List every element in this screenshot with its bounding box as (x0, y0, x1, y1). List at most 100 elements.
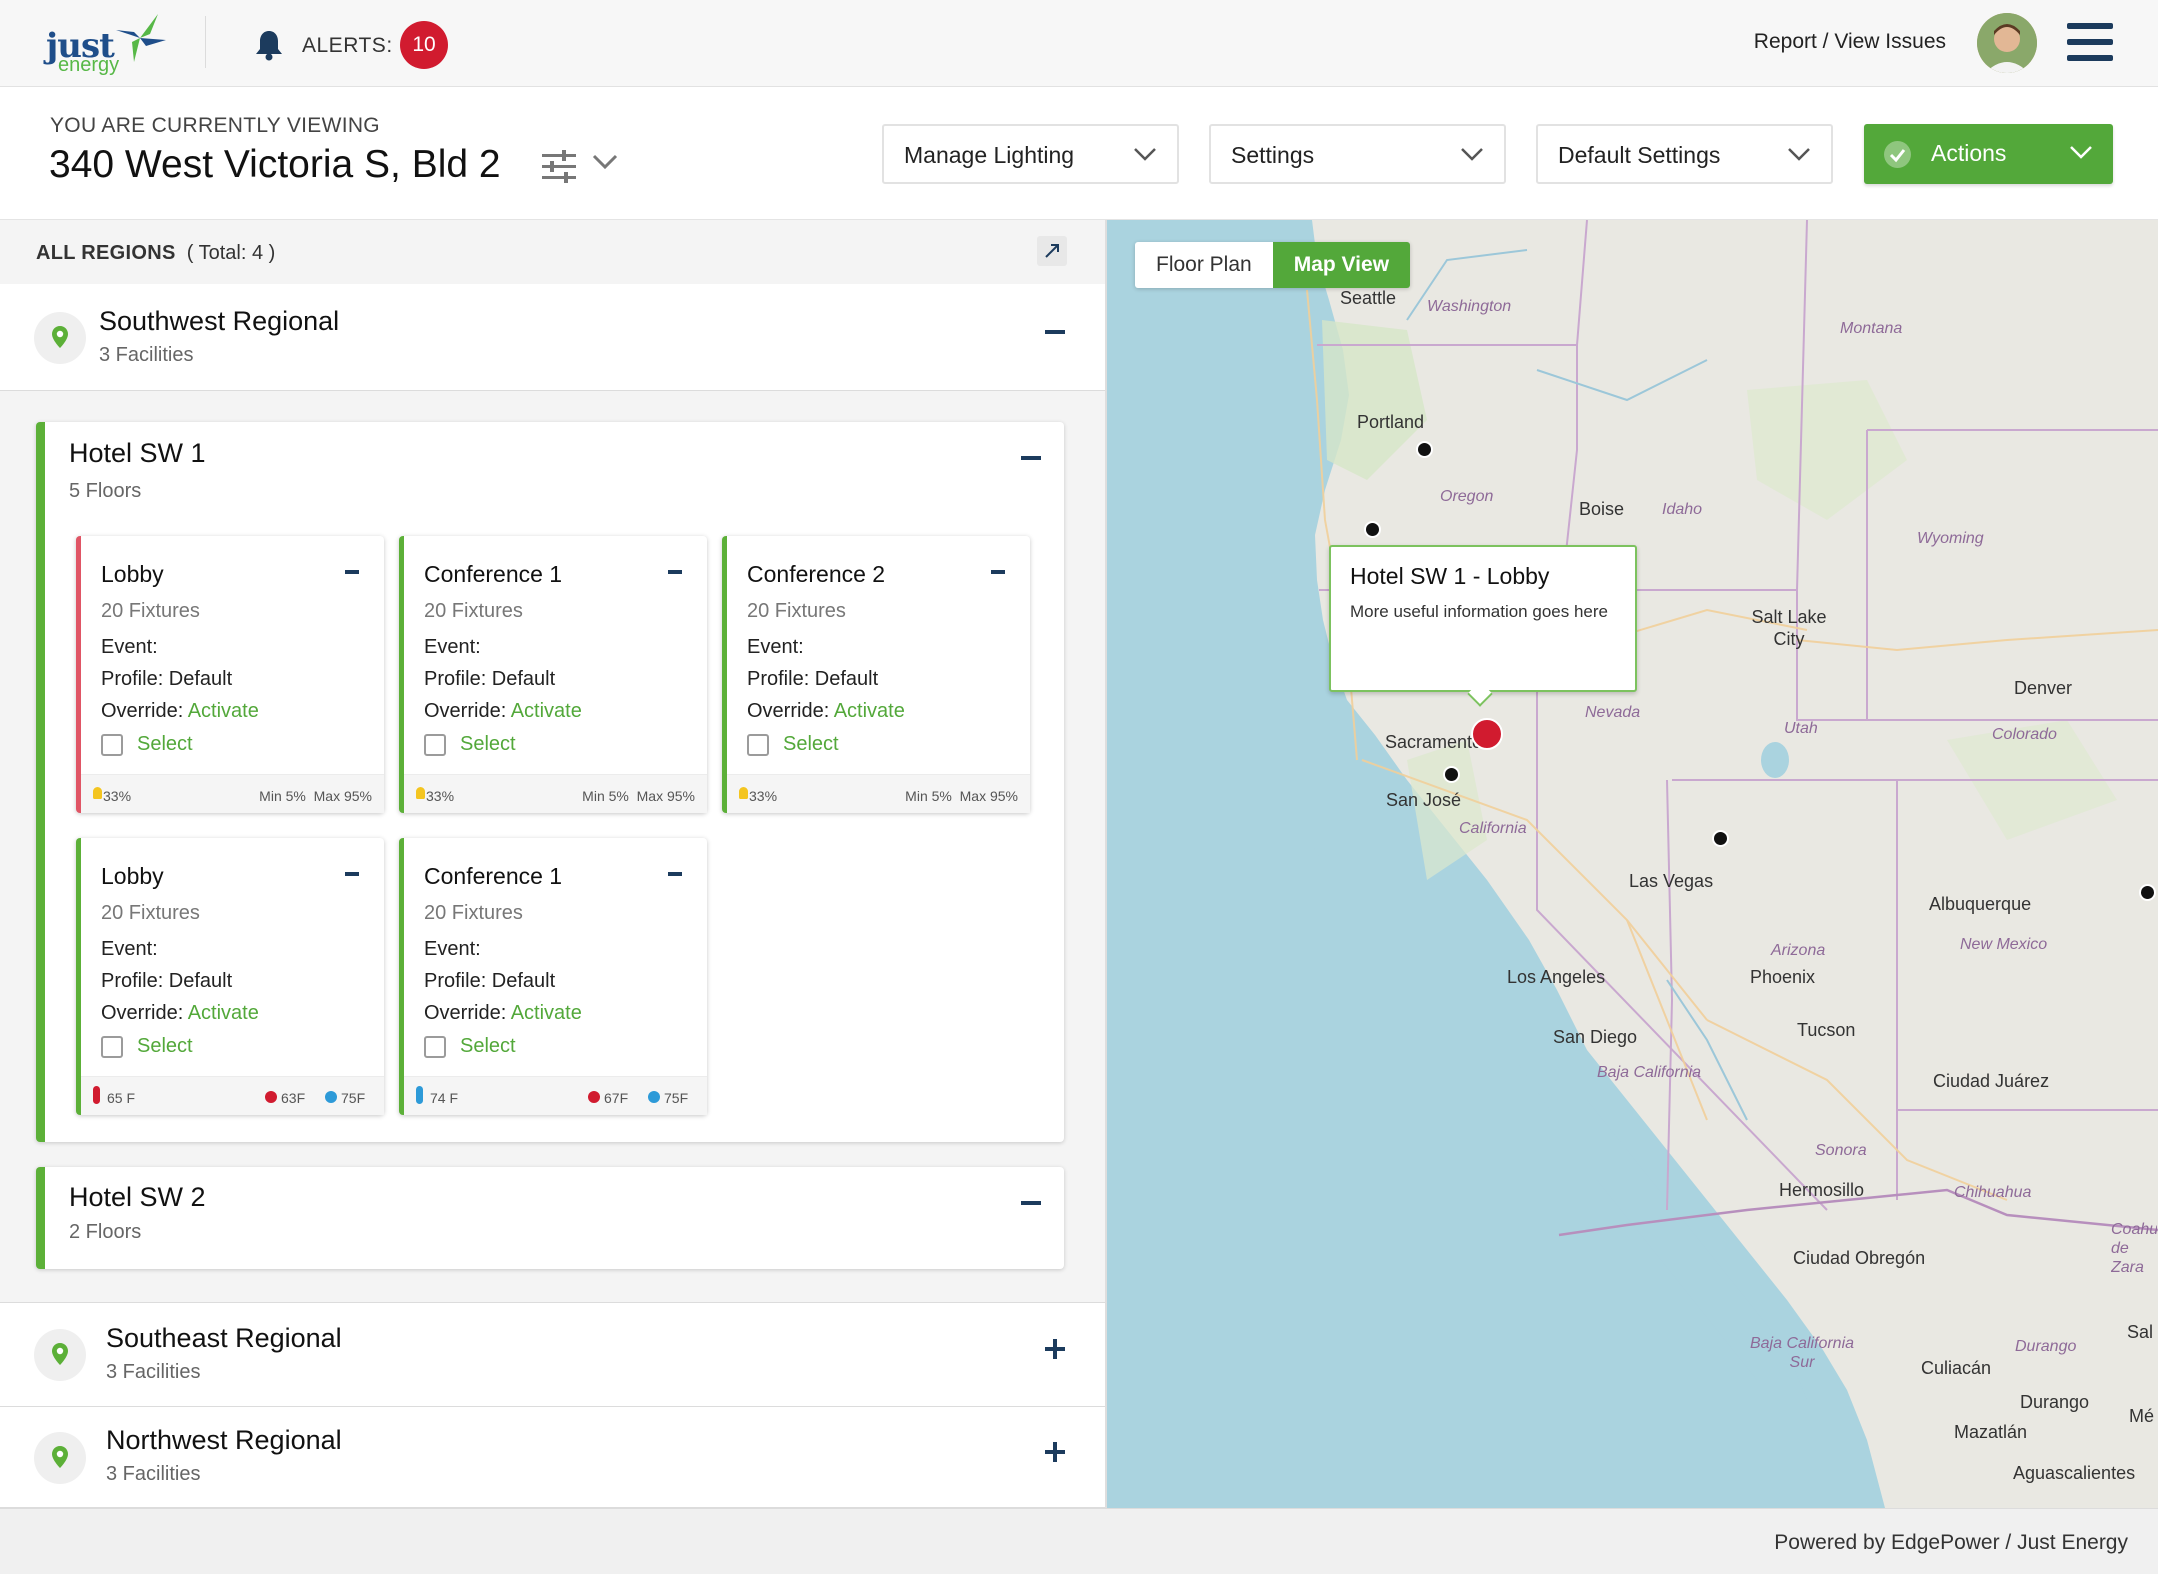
room-card[interactable]: Conference 1 20 Fixtures Event: Profile:… (399, 838, 707, 1115)
expand-plus-icon[interactable] (1045, 1339, 1065, 1359)
city-label: Salt Lake City (1751, 607, 1827, 649)
just-energy-logo[interactable]: just energy (46, 8, 166, 78)
all-regions-header: ALL REGIONS ( Total: 4 ) (36, 242, 275, 265)
room-temperature: 74 F (430, 1090, 459, 1106)
activate-link[interactable]: Activate (187, 700, 259, 722)
view-toggle[interactable]: Floor Plan Map View (1135, 242, 1411, 288)
activate-link[interactable]: Activate (510, 700, 582, 722)
hotel-name: Hotel SW 1 (69, 438, 206, 468)
light-min: Min 5% (259, 788, 306, 804)
activate-link[interactable]: Activate (510, 1002, 582, 1024)
select-label[interactable]: Select (460, 733, 516, 755)
facility-marker[interactable] (2139, 884, 2156, 901)
min-max: Min 5% Max 95% (582, 788, 695, 804)
selected-facility-marker[interactable] (1471, 718, 1503, 750)
region-southeast[interactable]: Southeast Regional 3 Facilities (0, 1302, 1105, 1407)
city-label: Hermosillo (1779, 1180, 1865, 1200)
select-label[interactable]: Select (783, 733, 839, 755)
default-settings-dropdown[interactable]: Default Settings (1536, 124, 1833, 184)
collapse-minus-icon[interactable] (668, 570, 682, 574)
collapse-minus-icon[interactable] (991, 570, 1005, 574)
tab-map-view[interactable]: Map View (1272, 242, 1411, 288)
report-issues-link[interactable]: Report / View Issues (1753, 30, 1946, 53)
settings-dropdown[interactable]: Settings (1209, 124, 1506, 184)
collapse-minus-icon[interactable] (1021, 1193, 1041, 1213)
select-checkbox[interactable] (424, 1036, 446, 1058)
light-max: Max 95% (313, 788, 372, 804)
room-card[interactable]: Conference 2 20 Fixtures Event: Profile:… (722, 536, 1030, 813)
hotel-sw1-card[interactable]: Hotel SW 1 5 Floors Lobby 20 Fixtures Ev… (36, 422, 1064, 1142)
actions-button[interactable]: Actions (1864, 124, 2113, 184)
map-view[interactable]: Floor Plan Map View Seattle Portland Boi… (1107, 220, 2158, 1508)
thermometer-icon (93, 1086, 100, 1104)
select-checkbox[interactable] (101, 734, 123, 756)
popup-title: Hotel SW 1 - Lobby (1350, 563, 1550, 589)
city-label: Aguascalientes (2013, 1463, 2136, 1483)
facility-marker[interactable] (1443, 766, 1460, 783)
sliders-icon[interactable] (540, 149, 578, 183)
select-label[interactable]: Select (137, 1035, 193, 1057)
collapse-minus-icon[interactable] (345, 872, 359, 876)
state-label: Baja California (1597, 1064, 1702, 1081)
facility-marker[interactable] (1364, 521, 1381, 538)
light-level: 33% (103, 788, 132, 804)
cool-setpoint-dot-icon (648, 1091, 660, 1103)
collapse-all-button[interactable] (1037, 236, 1067, 266)
collapse-minus-icon[interactable] (345, 570, 359, 574)
state-label: Idaho (1662, 501, 1703, 518)
room-card[interactable]: Lobby 20 Fixtures Event: Profile: Defaul… (76, 838, 384, 1115)
facility-marker[interactable] (1712, 830, 1729, 847)
viewing-label: YOU ARE CURRENTLY VIEWING (50, 114, 380, 137)
select-checkbox[interactable] (747, 734, 769, 756)
state-label: Oregon (1440, 488, 1494, 505)
city-label: Los Angeles (1507, 967, 1606, 987)
activate-link[interactable]: Activate (833, 700, 905, 722)
facility-marker[interactable] (1416, 441, 1433, 458)
hotel-sw2-card[interactable]: Hotel SW 2 2 Floors (36, 1167, 1064, 1269)
region-name: Northwest Regional (106, 1425, 342, 1455)
logo-word-just: just (46, 26, 115, 66)
building-chevron-down-icon[interactable] (592, 153, 618, 171)
select-label[interactable]: Select (137, 733, 193, 755)
room-card[interactable]: Lobby 20 Fixtures Event: Profile: Defaul… (76, 536, 384, 813)
city-label: Phoenix (1750, 967, 1816, 987)
city-label: San José (1386, 790, 1462, 810)
activate-link[interactable]: Activate (187, 1002, 259, 1024)
room-status-footer: 33% Min 5% Max 95% (727, 774, 1030, 813)
select-label[interactable]: Select (460, 1035, 516, 1057)
state-label: Washington (1427, 298, 1512, 315)
collapse-minus-icon[interactable] (1021, 448, 1041, 468)
city-label: Mazatlán (1954, 1422, 2028, 1442)
hamburger-menu-icon[interactable] (2067, 23, 2113, 63)
avatar[interactable] (1977, 13, 2037, 73)
chevron-down-icon (1461, 148, 1483, 161)
header-divider (205, 16, 206, 68)
region-name: Southeast Regional (106, 1323, 342, 1353)
city-label: Sacramento (1385, 732, 1483, 752)
city-label: Ciudad Obregón (1793, 1248, 1926, 1268)
city-label: Boise (1579, 499, 1625, 519)
chevron-down-icon (1788, 148, 1810, 161)
region-northwest[interactable]: Northwest Regional 3 Facilities (0, 1407, 1105, 1508)
light-max: Max 95% (636, 788, 695, 804)
manage-lighting-dropdown[interactable]: Manage Lighting (882, 124, 1179, 184)
state-label: Nevada (1585, 704, 1641, 721)
expand-plus-icon[interactable] (1045, 1442, 1065, 1462)
region-southwest[interactable]: Southwest Regional 3 Facilities (0, 284, 1105, 391)
city-label: Ciudad Juárez (1933, 1071, 2050, 1091)
collapse-minus-icon[interactable] (668, 872, 682, 876)
alerts-label[interactable]: ALERTS: (302, 34, 393, 57)
room-card[interactable]: Conference 1 20 Fixtures Event: Profile:… (399, 536, 707, 813)
select-checkbox[interactable] (424, 734, 446, 756)
light-max: Max 95% (959, 788, 1018, 804)
alerts-count-badge[interactable]: 10 (400, 21, 448, 69)
collapse-minus-icon[interactable] (1045, 322, 1065, 342)
bell-icon[interactable] (252, 28, 286, 62)
regions-panel[interactable]: ALL REGIONS ( Total: 4 ) Southwest Regio… (0, 220, 1107, 1508)
select-checkbox[interactable] (101, 1036, 123, 1058)
tab-floor-plan[interactable]: Floor Plan (1135, 242, 1273, 288)
powered-by-text: Powered by EdgePower / Just Energy (1774, 1531, 2128, 1554)
region-facilities: 3 Facilities (99, 344, 194, 366)
city-label: Denver (2014, 678, 2073, 698)
room-status-footer: 74 F 67F 75F (404, 1076, 707, 1115)
